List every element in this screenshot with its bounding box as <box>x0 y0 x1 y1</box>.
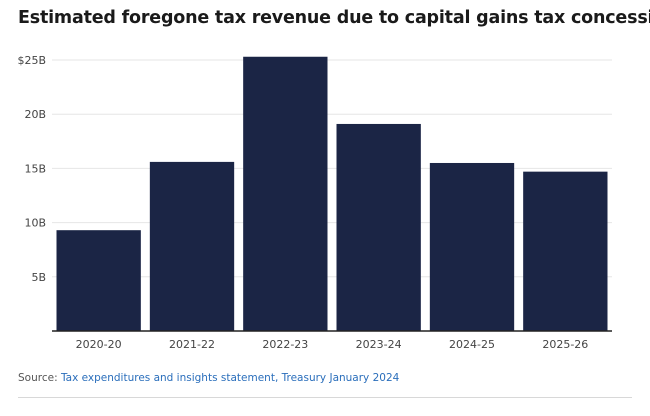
bar <box>243 56 328 332</box>
y-tick-label: 5B <box>31 271 46 284</box>
y-tick-label: 20B <box>24 108 46 121</box>
bottom-divider <box>18 397 632 398</box>
y-tick-label: $25B <box>17 54 46 67</box>
source-note: Source: Tax expenditures and insights st… <box>18 372 399 384</box>
x-tick-label: 2025-26 <box>542 338 588 351</box>
x-tick-label: 2020-20 <box>76 338 122 351</box>
x-tick-label: 2021-22 <box>169 338 215 351</box>
chart-title: Estimated foregone tax revenue due to ca… <box>18 8 650 28</box>
bar <box>429 162 515 331</box>
bar <box>56 230 141 331</box>
x-tick-label: 2022-23 <box>262 338 308 351</box>
y-tick-label: 10B <box>24 217 46 230</box>
y-tick-label: 15B <box>24 162 46 175</box>
bar-chart: 5B 10B 15B 20B $25B 2020-20 2021-22 2022-23 2023… <box>17 54 612 351</box>
bar <box>336 123 421 332</box>
bar <box>523 171 608 331</box>
bar <box>149 161 235 331</box>
x-tick-label: 2023-24 <box>356 338 402 351</box>
source-label: Source: <box>18 372 58 384</box>
x-tick-label: 2024-25 <box>449 338 495 351</box>
source-link[interactable]: Tax expenditures and insights statement,… <box>60 372 400 384</box>
